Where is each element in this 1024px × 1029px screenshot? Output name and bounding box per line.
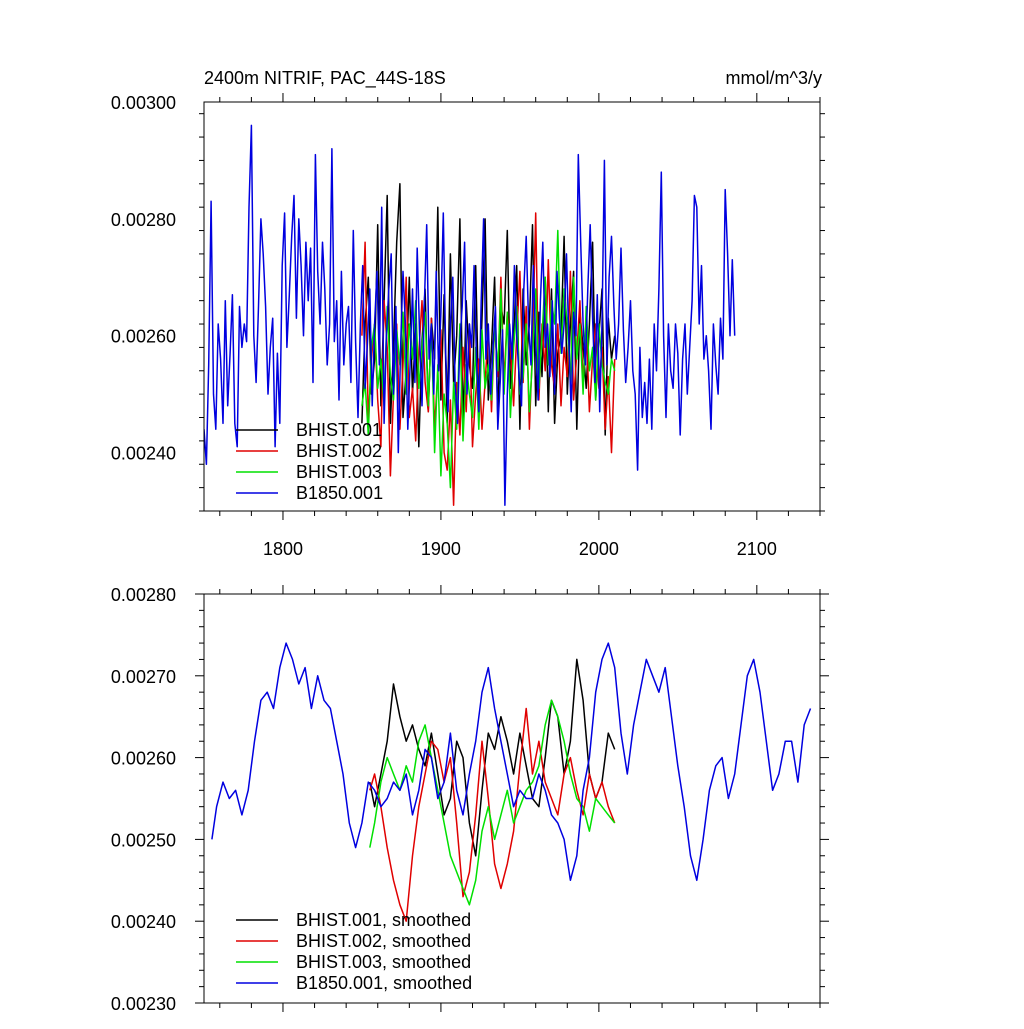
series-line-2 [361,229,616,489]
y-tick-label: 0.00260 [111,749,176,769]
y-tick-label: 0.00240 [111,912,176,932]
bottom-panel-series [211,642,812,922]
y-tick-label: 0.00230 [111,994,176,1014]
top-panel-ticks: 1800 1900 2000 2100 0.00240 0.00260 0.00280 0.0… [111,93,825,559]
x-tick-label: 2000 [579,539,619,559]
bottom-panel: 0.00230 0.00240 0.00250 0.00260 0.00270 0.002… [111,585,829,1014]
x-tick-label: 1800 [263,539,303,559]
series-line-1 [369,707,616,922]
legend-label: BHIST.001, smoothed [296,910,471,930]
x-tick-label: 1900 [421,539,461,559]
x-tick-label: 2100 [737,539,777,559]
y-tick-label: 0.00240 [111,444,176,464]
y-tick-label: 0.00300 [111,93,176,113]
y-tick-label: 0.00260 [111,327,176,347]
bottom-panel-frame [203,593,821,1004]
legend-label: BHIST.001 [296,420,382,440]
legend-label: BHIST.002 [296,441,382,461]
top-panel-units: mmol/m^3/y [726,68,822,88]
series-line-3 [211,642,812,882]
legend-label: B1850.001, smoothed [296,973,472,993]
y-tick-label: 0.00270 [111,667,176,687]
legend-label: BHIST.002, smoothed [296,931,471,951]
y-tick-label: 0.00250 [111,830,176,850]
legend-label: B1850.001 [296,483,383,503]
series-line-3 [204,124,736,506]
series-line-2 [369,699,616,906]
series-line-0 [369,658,616,857]
top-panel-series [204,124,736,506]
legend-label: BHIST.003, smoothed [296,952,471,972]
y-tick-label: 0.00280 [111,210,176,230]
top-panel-frame [203,101,821,512]
legend-label: BHIST.003 [296,462,382,482]
y-tick-label: 0.00280 [111,585,176,605]
bottom-panel-ticks: 0.00230 0.00240 0.00250 0.00260 0.00270 0.002… [111,585,829,1014]
top-panel-title: 2400m NITRIF, PAC_44S-18S [204,68,446,89]
top-panel: 2400m NITRIF, PAC_44S-18S mmol/m^3/y 180… [111,68,825,559]
